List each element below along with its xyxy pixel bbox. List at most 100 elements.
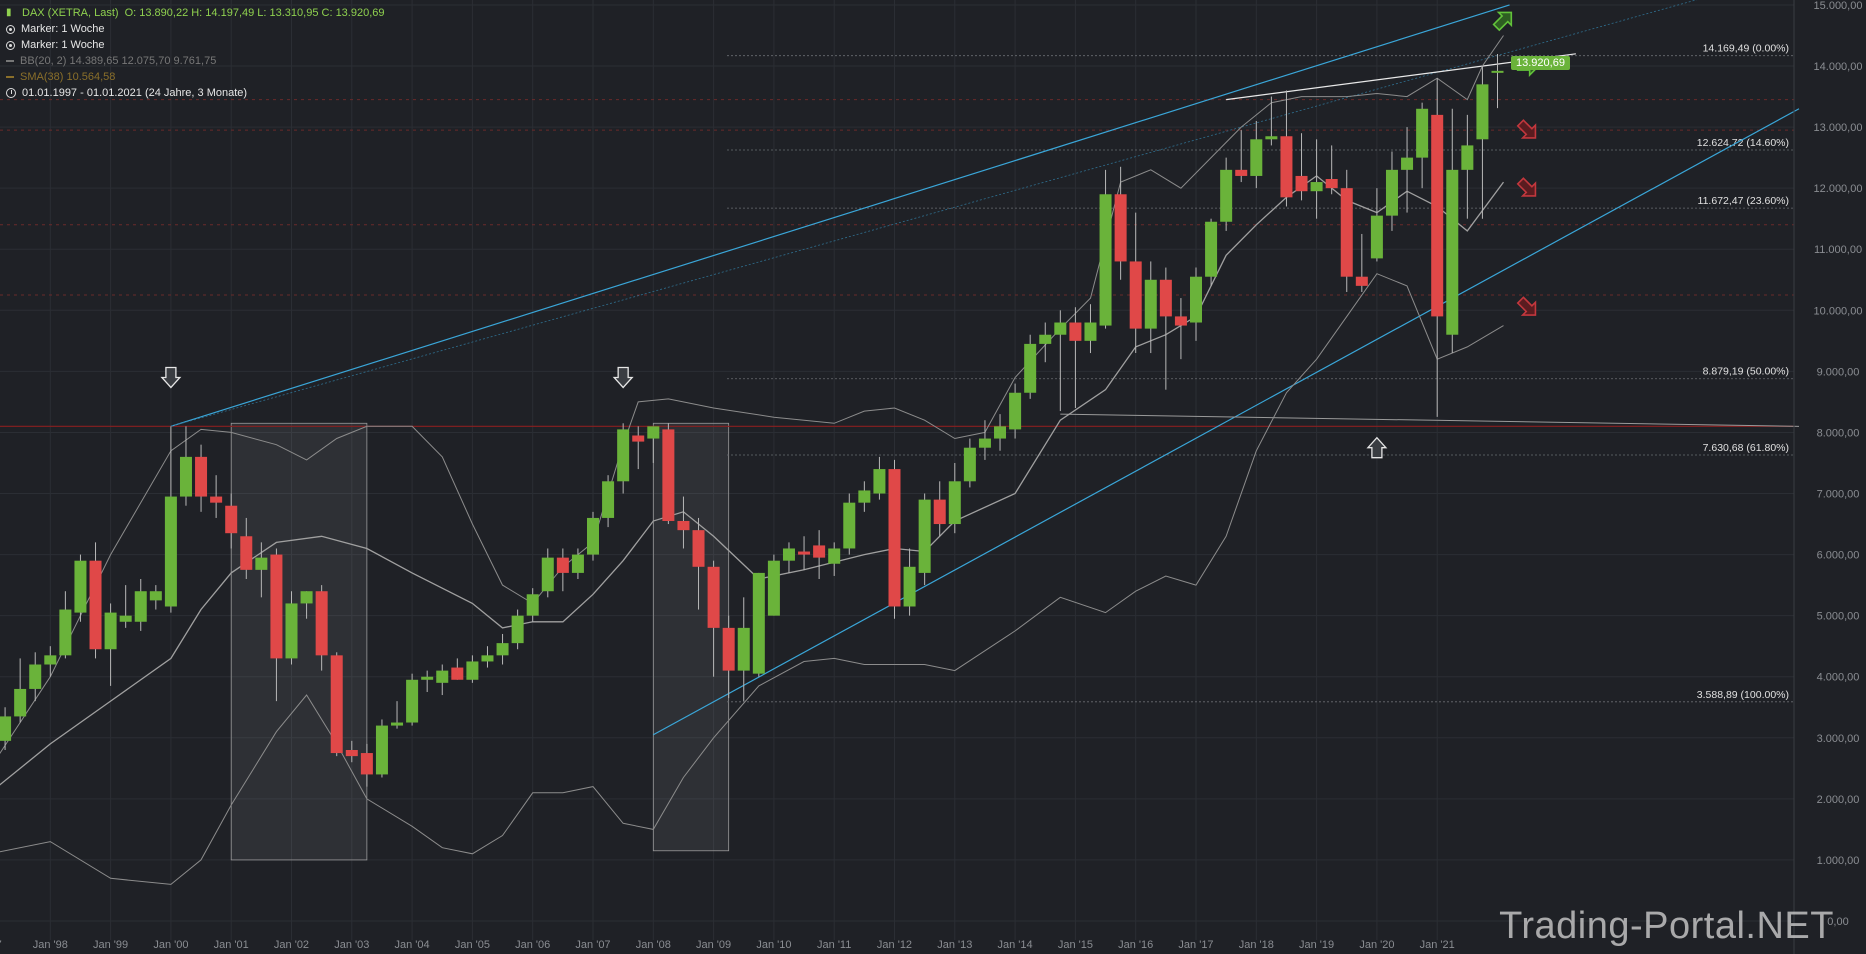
instrument-row[interactable]: ▮ DAX (XETRA, Last) O: 13.890,22 H: 14.1… [6, 5, 385, 21]
candle[interactable] [1084, 304, 1097, 354]
candle[interactable] [1009, 383, 1022, 439]
candle[interactable] [1174, 298, 1187, 360]
candle[interactable] [737, 597, 750, 702]
candle[interactable] [813, 530, 826, 580]
candle[interactable] [330, 652, 343, 757]
candle[interactable] [451, 658, 464, 680]
bb-row[interactable]: BB(20, 2) 14.389,65 12.075,70 9.761,75 [6, 53, 385, 69]
candle[interactable] [1220, 157, 1233, 231]
candle[interactable] [858, 481, 871, 512]
candle[interactable] [466, 655, 479, 683]
candle[interactable] [1114, 166, 1127, 280]
candle[interactable] [722, 615, 735, 699]
candle[interactable] [164, 426, 177, 613]
candle[interactable] [798, 536, 811, 570]
candle[interactable] [617, 423, 630, 494]
candle[interactable] [104, 603, 117, 686]
candle[interactable] [255, 542, 268, 598]
candle[interactable] [662, 423, 675, 525]
candle[interactable] [767, 554, 780, 616]
candle[interactable] [556, 548, 569, 592]
candle[interactable] [225, 493, 238, 549]
candle[interactable] [391, 701, 404, 729]
sma-row[interactable]: SMA(38) 10.564,58 [6, 69, 385, 85]
candle[interactable] [707, 560, 720, 677]
marker-row-1[interactable]: Marker: 1 Woche [6, 21, 385, 37]
candle[interactable] [1054, 310, 1067, 412]
candle[interactable] [933, 481, 946, 537]
candle[interactable] [1039, 322, 1052, 363]
candle[interactable] [29, 652, 42, 702]
candle[interactable] [1310, 139, 1323, 219]
candle[interactable] [692, 517, 705, 610]
candle[interactable] [888, 459, 901, 619]
candle[interactable] [1385, 151, 1398, 231]
candle[interactable] [1461, 114, 1474, 219]
candle[interactable] [978, 420, 991, 460]
candle[interactable] [677, 496, 690, 549]
candle[interactable] [406, 673, 419, 726]
candle[interactable] [1325, 145, 1338, 195]
candle[interactable] [1295, 133, 1308, 201]
candle[interactable] [315, 585, 328, 671]
candle[interactable] [1340, 169, 1353, 292]
candle[interactable] [240, 517, 253, 580]
candle[interactable] [360, 743, 373, 787]
candle[interactable] [647, 426, 660, 463]
candle[interactable] [511, 609, 524, 650]
candle[interactable] [963, 438, 976, 488]
candle[interactable] [421, 670, 434, 692]
range-row[interactable]: 01.01.1997 - 01.01.2021 (24 Jahre, 3 Mon… [6, 85, 385, 101]
candle[interactable] [1250, 120, 1263, 189]
candle[interactable] [526, 588, 539, 622]
candle[interactable] [44, 646, 57, 677]
candle[interactable] [602, 475, 615, 528]
candle[interactable] [89, 542, 102, 659]
candlestick-series[interactable] [0, 53, 1504, 787]
candle[interactable] [119, 585, 132, 628]
candle[interactable] [375, 719, 388, 778]
candle[interactable] [210, 475, 223, 518]
candle[interactable] [843, 493, 856, 555]
candle[interactable] [345, 740, 358, 763]
candle[interactable] [14, 658, 27, 723]
candle[interactable] [1190, 267, 1202, 341]
candle[interactable] [1431, 78, 1444, 417]
candle[interactable] [587, 511, 599, 561]
candle[interactable] [179, 426, 192, 506]
candle[interactable] [1476, 66, 1489, 219]
candle[interactable] [828, 542, 841, 576]
candle[interactable] [571, 548, 584, 580]
candle[interactable] [948, 462, 961, 534]
candle[interactable] [134, 579, 147, 631]
candle[interactable] [1235, 130, 1248, 183]
candle[interactable] [1416, 102, 1429, 189]
candle[interactable] [1265, 96, 1278, 146]
candle[interactable] [1370, 188, 1383, 262]
candle[interactable] [918, 493, 931, 586]
candle[interactable] [903, 548, 916, 616]
candle[interactable] [632, 426, 645, 470]
candle[interactable] [300, 591, 313, 619]
candle[interactable] [74, 554, 87, 622]
candle[interactable] [782, 542, 795, 573]
candle[interactable] [0, 707, 12, 751]
candle[interactable] [1099, 169, 1112, 329]
candle[interactable] [270, 548, 283, 702]
candle[interactable] [149, 585, 162, 610]
candle[interactable] [1355, 233, 1368, 292]
candle[interactable] [195, 444, 208, 512]
candle[interactable] [1491, 53, 1504, 109]
marker-row-2[interactable]: Marker: 1 Woche [6, 37, 385, 53]
candle[interactable] [1129, 212, 1142, 354]
candle[interactable] [59, 591, 72, 659]
candle[interactable] [285, 591, 298, 665]
candle[interactable] [1144, 261, 1157, 354]
candle[interactable] [1024, 334, 1037, 399]
candle[interactable] [994, 414, 1007, 451]
candle[interactable] [1280, 90, 1293, 207]
candle[interactable] [541, 548, 554, 598]
candle[interactable] [1446, 108, 1459, 354]
candle[interactable] [496, 633, 509, 665]
